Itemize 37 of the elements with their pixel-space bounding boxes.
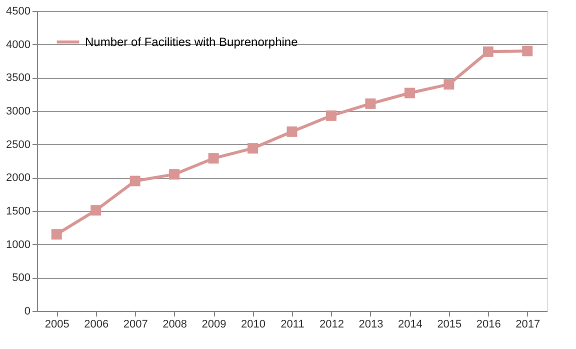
legend-label: Number of Facilities with Buprenorphine (85, 35, 298, 49)
point (90, 205, 102, 216)
point (522, 46, 533, 56)
point (130, 176, 140, 186)
x-tick-label: 2008 (162, 318, 188, 330)
y-tick-label: 1500 (6, 206, 30, 218)
y-tick-label: 4000 (6, 38, 30, 51)
x-tick-label: 2010 (241, 318, 266, 330)
x-tick-label: 2014 (398, 318, 422, 330)
y-tick-label: 3500 (6, 72, 30, 84)
x-tick-label: 2016 (476, 318, 501, 330)
x-tick-label: 2006 (84, 318, 109, 330)
y-tick-label: 500 (12, 272, 30, 284)
y-tick-label: 2500 (6, 138, 30, 151)
point (444, 79, 454, 90)
x-tick-label: 2015 (437, 318, 462, 330)
y-tick-label: 0 (24, 306, 30, 318)
x-tick-label: 2011 (280, 318, 304, 330)
x-tick-label: 2017 (516, 318, 540, 330)
point (248, 143, 258, 154)
x-tick-label: 2012 (319, 318, 344, 330)
y-tick-label: 3000 (6, 106, 30, 118)
y-tick-label: 1000 (6, 238, 30, 251)
x-tick-label: 2007 (123, 318, 148, 330)
point (286, 126, 298, 137)
point (208, 153, 219, 164)
y-tick-label: 2000 (6, 172, 30, 184)
point (326, 110, 336, 121)
point (169, 169, 180, 180)
y-tick-label: 4500 (6, 6, 30, 18)
point (482, 46, 494, 57)
point (365, 98, 376, 109)
x-tick-label: 2009 (202, 318, 226, 330)
point (404, 88, 415, 98)
point (51, 229, 62, 240)
x-tick-label: 2005 (44, 318, 70, 330)
x-tick-label: 2013 (358, 318, 384, 330)
